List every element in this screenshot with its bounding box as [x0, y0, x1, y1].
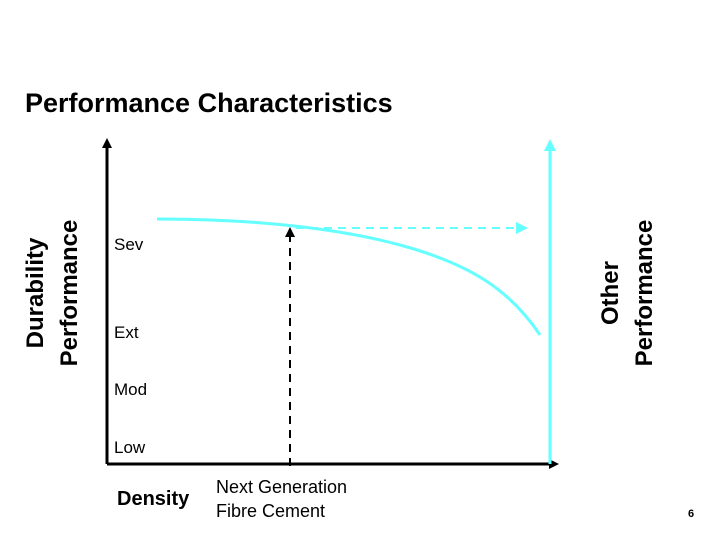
next-generation-line1: Next Generation: [216, 477, 348, 497]
performance-curve: [156, 217, 542, 336]
next-generation-line2: Fibre Cement: [216, 501, 326, 521]
level-ext: Ext: [114, 323, 139, 342]
level-low: Low: [114, 438, 146, 457]
density-axis-label: Density: [117, 488, 190, 510]
page-number: 6: [688, 508, 695, 520]
next-generation-label: Next Generation Fibre Cement: [216, 475, 347, 523]
page-title: Performance Characteristics: [25, 88, 393, 118]
level-sev: Sev: [114, 235, 144, 254]
level-mod: Mod: [114, 380, 148, 399]
